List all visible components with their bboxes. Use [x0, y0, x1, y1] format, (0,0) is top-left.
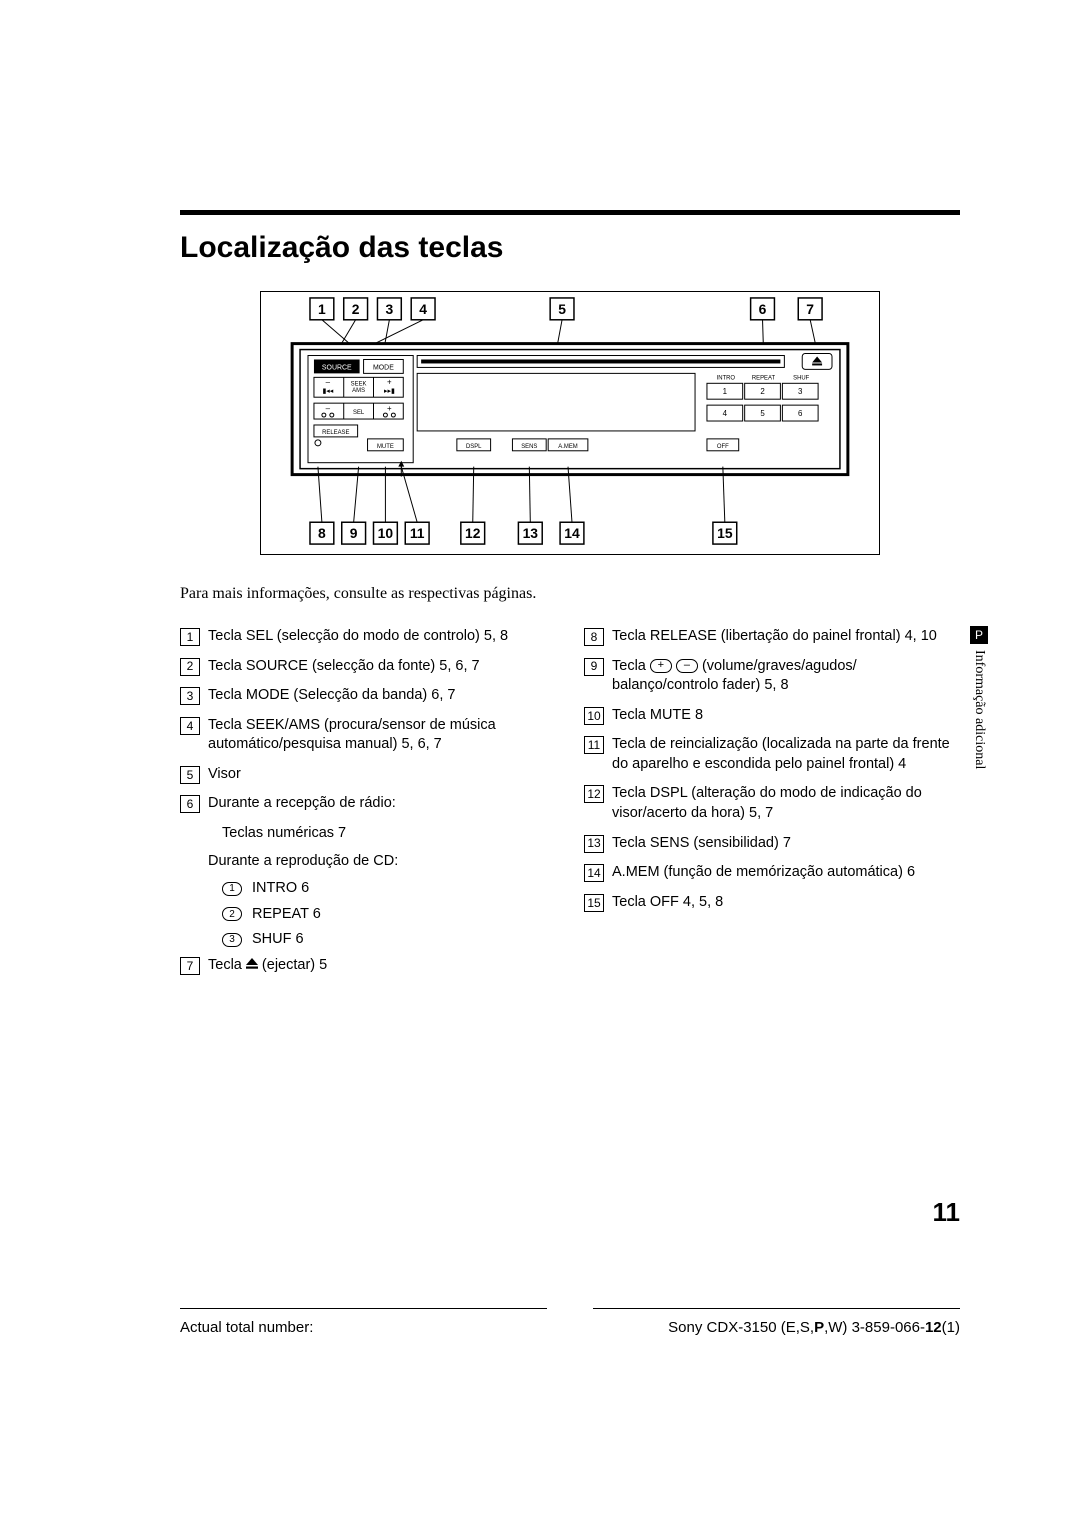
- svg-text:11: 11: [410, 525, 425, 541]
- right-column: 8Tecla RELEASE (libertação do painel fro…: [584, 627, 960, 985]
- svg-text:–: –: [326, 377, 331, 386]
- svg-text:6: 6: [798, 409, 803, 418]
- svg-text:+: +: [387, 377, 392, 386]
- def-15: 15Tecla OFF 4, 5, 8: [584, 893, 960, 913]
- minus-icon: –: [676, 659, 698, 673]
- def-12: 12Tecla DSPL (alteração do modo de indic…: [584, 784, 960, 823]
- svg-text:3: 3: [798, 387, 803, 396]
- svg-text:2: 2: [352, 301, 360, 317]
- svg-text:AMS: AMS: [352, 388, 365, 394]
- def-9: 9 Tecla + – (volume/graves/agudos/ balan…: [584, 657, 960, 696]
- def-3: 3Tecla MODE (Selecção da banda) 6, 7: [180, 686, 556, 706]
- def-6-sub-1: 1INTRO 6: [222, 879, 556, 899]
- panel-diagram: 1234567 SOURCE MODE – + SEEK AMS ▮◂◂ ▸▸▮: [260, 291, 880, 555]
- def-2: 2Tecla SOURCE (selecção da fonte) 5, 6, …: [180, 657, 556, 677]
- svg-text:SENS: SENS: [521, 444, 537, 450]
- def-4: 4Tecla SEEK/AMS (procura/sensor de músic…: [180, 716, 556, 755]
- side-tab: P Informação adicional: [970, 626, 988, 769]
- svg-text:MUTE: MUTE: [377, 444, 394, 450]
- svg-text:15: 15: [717, 525, 733, 541]
- svg-text:A.MEM: A.MEM: [558, 444, 578, 450]
- svg-text:7: 7: [806, 301, 814, 317]
- svg-text:–: –: [326, 404, 331, 413]
- def-6-sub-a: Teclas numéricas 7: [222, 824, 556, 844]
- footer-rule: [180, 1308, 960, 1309]
- def-6-sub-b: Durante a reprodução de CD:: [208, 852, 556, 872]
- def-6-sub-3: 3SHUF 6: [222, 930, 556, 950]
- manual-page: Localização das teclas 1234567 SOURCE MO…: [0, 0, 1080, 1528]
- svg-text:OFF: OFF: [717, 444, 729, 450]
- page-title: Localização das teclas: [180, 231, 960, 265]
- def-14: 14A.MEM (função de memórização automátic…: [584, 863, 960, 883]
- eject-icon: [246, 956, 258, 976]
- svg-text:▮◂◂: ▮◂◂: [322, 388, 333, 395]
- footer-right: Sony CDX-3150 (E,S,P,W) 3-859-066-12(1): [668, 1319, 960, 1336]
- def-1: 1Tecla SEL (selecção do modo de controlo…: [180, 627, 556, 647]
- svg-text:10: 10: [378, 525, 394, 541]
- side-badge: P: [970, 626, 988, 644]
- page-number: 11: [933, 1197, 961, 1228]
- svg-text:MODE: MODE: [373, 364, 394, 371]
- svg-text:1: 1: [318, 301, 326, 317]
- svg-text:9: 9: [350, 525, 358, 541]
- def-7: 7 Tecla (ejectar) 5: [180, 956, 556, 976]
- footer-left: Actual total number:: [180, 1319, 313, 1336]
- svg-text:SEEK: SEEK: [351, 381, 367, 387]
- def-11: 11Tecla de reincialização (localizada na…: [584, 735, 960, 774]
- svg-text:RELEASE: RELEASE: [322, 430, 349, 436]
- svg-text:5: 5: [760, 409, 765, 418]
- svg-text:INTRO: INTRO: [717, 375, 736, 381]
- def-6-sub-2: 2REPEAT 6: [222, 905, 556, 925]
- def-8: 8Tecla RELEASE (libertação do painel fro…: [584, 627, 960, 647]
- svg-text:2: 2: [760, 387, 764, 396]
- svg-text:5: 5: [558, 301, 566, 317]
- intro-text: Para mais informações, consulte as respe…: [180, 585, 960, 603]
- diagram-container: 1234567 SOURCE MODE – + SEEK AMS ▮◂◂ ▸▸▮: [180, 291, 960, 555]
- svg-text:8: 8: [318, 525, 326, 541]
- svg-text:14: 14: [564, 525, 580, 541]
- svg-text:4: 4: [419, 301, 427, 317]
- def-10: 10Tecla MUTE 8: [584, 706, 960, 726]
- def-5: 5Visor: [180, 765, 556, 785]
- svg-text:13: 13: [523, 525, 539, 541]
- svg-text:+: +: [387, 404, 392, 413]
- svg-text:12: 12: [465, 525, 481, 541]
- left-column: 1Tecla SEL (selecção do modo de controlo…: [180, 627, 556, 985]
- svg-text:REPEAT: REPEAT: [752, 375, 776, 381]
- footer: Actual total number: Sony CDX-3150 (E,S,…: [180, 1308, 960, 1336]
- def-13: 13Tecla SENS (sensibilidad) 7: [584, 834, 960, 854]
- plus-icon: +: [650, 659, 672, 673]
- svg-text:▸▸▮: ▸▸▮: [384, 388, 395, 395]
- definition-columns: 1Tecla SEL (selecção do modo de controlo…: [180, 627, 960, 985]
- svg-text:3: 3: [386, 301, 394, 317]
- top-rule: [180, 210, 960, 215]
- side-tab-text: Informação adicional: [971, 650, 987, 769]
- svg-text:DSPL: DSPL: [466, 444, 482, 450]
- svg-text:6: 6: [759, 301, 767, 317]
- svg-text:4: 4: [723, 409, 728, 418]
- svg-text:1: 1: [723, 387, 728, 396]
- def-6: 6Durante a recepção de rádio:: [180, 794, 556, 814]
- svg-text:SEL: SEL: [353, 410, 365, 416]
- svg-text:SOURCE: SOURCE: [322, 364, 352, 371]
- svg-text:SHUF: SHUF: [793, 375, 810, 381]
